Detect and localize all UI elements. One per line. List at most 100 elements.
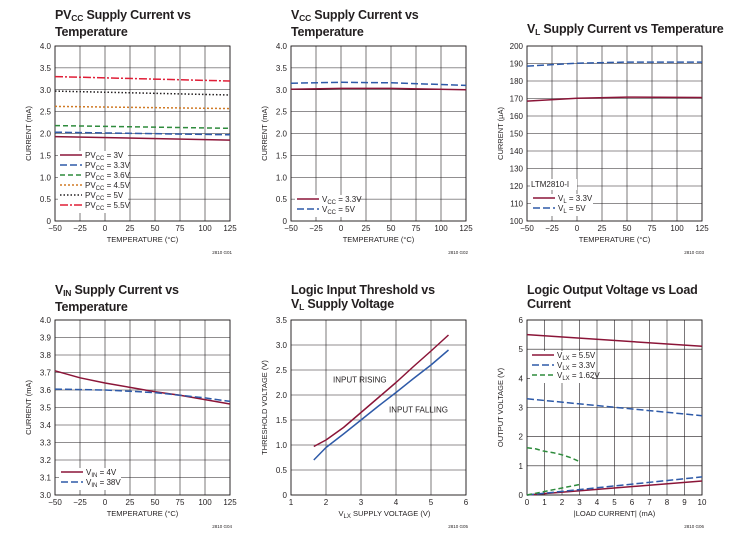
x-tick-label: 0 xyxy=(525,498,530,507)
x-tick-label: 2 xyxy=(560,498,565,507)
series-line xyxy=(54,370,231,405)
y-tick-label: 3.0 xyxy=(276,341,288,350)
chart-g02: −50 −25 0 25 50 75 100 125 0 0.5 1.0 1.5 2.0 2.5 3.0 3.… xyxy=(260,42,473,255)
title-part: Supply Current vs xyxy=(83,8,191,22)
y-tick-label: 2.5 xyxy=(276,108,288,117)
y-tick-label: 2.0 xyxy=(276,130,288,139)
y-tick-label: 190 xyxy=(510,60,524,69)
x-tick-label: 4 xyxy=(394,498,399,507)
plot-frame xyxy=(526,45,703,222)
y-tick-label: 2.5 xyxy=(40,108,52,117)
y-tick-label: 4.0 xyxy=(40,316,52,325)
y-axis-label: OUTPUT VOLTAGE (V) xyxy=(496,367,505,447)
y-tick-label: 6 xyxy=(519,316,524,325)
legend-box xyxy=(530,351,592,383)
y-tick-label: 140 xyxy=(510,147,524,156)
annotation-text: LTM2810-I xyxy=(531,180,569,189)
x-tick-label: −25 xyxy=(545,224,559,233)
x-tick-label: 100 xyxy=(198,224,212,233)
x-tick-label: 100 xyxy=(198,498,212,507)
y-tick-label: 3.3 xyxy=(40,439,52,448)
y-tick-label: 1 xyxy=(519,462,524,471)
chart-title-g06: Logic Output Voltage vs Load Current xyxy=(527,283,698,311)
x-tick-label: 50 xyxy=(623,224,632,233)
series-label-rising: INPUT RISING xyxy=(333,376,387,385)
title-line2: Temperature xyxy=(55,300,128,314)
y-tick-label: 1.5 xyxy=(276,416,288,425)
x-tick-label: 9 xyxy=(682,498,687,507)
legend-label: VLX = 1.62V xyxy=(557,371,600,382)
legend-label: PVCC = 3.6V xyxy=(85,171,131,182)
legend-label: PVCC = 3V xyxy=(85,151,124,162)
y-tick-label: 3.0 xyxy=(40,86,52,95)
figure-code: 2810 G05 xyxy=(448,524,468,529)
y-tick-label: 0 xyxy=(283,491,288,500)
legend-box xyxy=(295,195,357,217)
chart-title-g05: Logic Input Threshold vs VL Supply Volta… xyxy=(291,283,435,314)
y-tick-label: 130 xyxy=(510,165,524,174)
title-part: Supply Current vs xyxy=(71,283,179,297)
series-line xyxy=(526,447,580,463)
y-tick-label: 2.0 xyxy=(276,391,288,400)
y-tick-label: 170 xyxy=(510,95,524,104)
series-line xyxy=(526,96,703,102)
y-tick-label: 3.7 xyxy=(40,369,52,378)
legend-label: VCC = 5V xyxy=(322,205,356,216)
y-tick-label: 2.0 xyxy=(40,130,52,139)
legend-label: VLX = 5.5V xyxy=(557,351,596,362)
series-line-low xyxy=(526,476,703,496)
x-tick-label: 125 xyxy=(695,224,709,233)
x-tick-label: 25 xyxy=(126,224,135,233)
series-line xyxy=(54,124,231,130)
y-axis-label: CURRENT (mA) xyxy=(260,106,269,161)
y-tick-label: 1.0 xyxy=(276,441,288,450)
x-tick-label: 5 xyxy=(429,498,434,507)
x-tick-label: 75 xyxy=(412,224,421,233)
figure-code: 2810 G04 xyxy=(212,524,232,529)
y-tick-label: 3.6 xyxy=(40,386,52,395)
figure-code: 2810 G01 xyxy=(212,250,232,255)
x-axis-label: |LOAD CURRENT| (mA) xyxy=(574,509,656,518)
x-tick-label: −50 xyxy=(48,224,62,233)
y-axis-label: CURRENT (mA) xyxy=(24,106,33,161)
chart-title-g03: VL Supply Current vs Temperature xyxy=(527,22,724,39)
y-tick-label: 180 xyxy=(510,77,524,86)
series-line xyxy=(54,131,231,136)
y-tick-label: 150 xyxy=(510,130,524,139)
x-tick-label: 50 xyxy=(387,224,396,233)
x-axis-label: TEMPERATURE (°C) xyxy=(107,509,179,518)
x-axis-label: TEMPERATURE (°C) xyxy=(107,235,179,244)
x-tick-label: 3 xyxy=(577,498,582,507)
y-axis-label: CURRENT (µA) xyxy=(496,107,505,160)
x-tick-label: 50 xyxy=(151,498,160,507)
y-tick-label: 0.5 xyxy=(276,195,288,204)
y-tick-label: 100 xyxy=(510,217,524,226)
series-line xyxy=(54,90,231,96)
legend-label: VIN = 38V xyxy=(86,478,121,489)
x-tick-label: 75 xyxy=(176,224,185,233)
chart-g05: 1 2 3 4 5 6 0 0.5 1.0 1.5 2.0 2.5 3.0 3.5 VLX SUPPLY V… xyxy=(260,316,469,529)
x-tick-label: 2 xyxy=(324,498,329,507)
title-part: Supply Voltage xyxy=(304,297,394,311)
figure-code: 2810 G03 xyxy=(684,250,704,255)
series-line xyxy=(526,398,703,417)
title-sub: L xyxy=(299,302,305,312)
x-tick-label: −25 xyxy=(73,224,87,233)
title-part: V xyxy=(527,22,536,36)
y-tick-label: 1.0 xyxy=(276,173,288,182)
legend-label: PVCC = 3.3V xyxy=(85,161,131,172)
title-line2: Temperature xyxy=(291,25,364,39)
x-tick-label: −50 xyxy=(284,224,298,233)
title-sub: L xyxy=(535,27,541,37)
title-part: Supply Current vs Temperature xyxy=(540,22,724,36)
x-tick-label: 0 xyxy=(339,224,344,233)
series-line-low xyxy=(526,483,580,496)
x-tick-label: 7 xyxy=(647,498,652,507)
x-tick-label: 5 xyxy=(612,498,617,507)
x-axis-label: TEMPERATURE (°C) xyxy=(579,235,651,244)
legend-label: PVCC = 5.5V xyxy=(85,201,131,212)
title-part: Supply Current vs xyxy=(311,8,419,22)
x-tick-label: 0 xyxy=(103,498,108,507)
y-tick-label: 3.5 xyxy=(276,316,288,325)
